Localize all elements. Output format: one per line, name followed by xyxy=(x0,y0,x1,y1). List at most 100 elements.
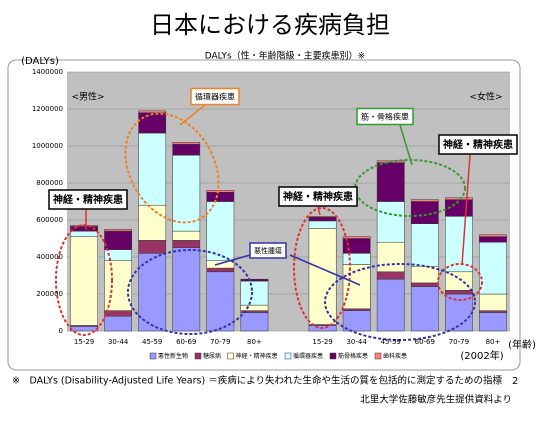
ellipse xyxy=(437,263,483,301)
bar-segment xyxy=(410,282,439,287)
bar-segment xyxy=(479,234,507,237)
bar-segment xyxy=(104,230,132,250)
bar-segment xyxy=(138,110,167,113)
legend-label: 歯科疾患 xyxy=(383,352,407,360)
bar-segment xyxy=(104,310,132,317)
y-tick-label: 1200000 xyxy=(32,105,63,113)
legend-swatch xyxy=(194,352,202,360)
annotation: 筋・骨格疾患 xyxy=(361,112,409,122)
bar-segment xyxy=(376,271,405,280)
bar-segment xyxy=(342,264,371,310)
year-note: (2002年) xyxy=(460,349,503,362)
highlights xyxy=(55,112,483,341)
x-tick-label: 80+ xyxy=(486,338,501,346)
legend-swatch xyxy=(284,352,292,360)
bar-segment xyxy=(376,278,405,332)
x-tick-label: 45-59 xyxy=(381,338,401,346)
bar-segment xyxy=(240,304,269,311)
y-tick-label: 200000 xyxy=(36,290,63,298)
annotation-box xyxy=(249,242,287,259)
arrow xyxy=(179,104,206,126)
bar-segment xyxy=(240,312,269,332)
bar-segment xyxy=(479,312,507,332)
legend-swatch xyxy=(329,352,337,360)
bar-segment xyxy=(410,286,439,332)
annotation: 神経・精神疾患 xyxy=(283,190,353,203)
bar-segment xyxy=(172,142,201,145)
y-tick-label: 600000 xyxy=(36,216,63,224)
group-label: <女性> xyxy=(469,91,502,103)
legend-label: 循環器疾患 xyxy=(293,352,323,360)
ellipse xyxy=(124,112,220,224)
bars xyxy=(67,71,510,332)
bar-segment xyxy=(308,216,337,222)
bar-segment xyxy=(376,201,405,243)
x-tick-label: 15-29 xyxy=(312,338,332,346)
annotation-box xyxy=(48,189,128,210)
bar-segment xyxy=(70,230,98,237)
legend-label: 悪性新生物 xyxy=(158,352,188,360)
y-tick-label: 400000 xyxy=(36,253,63,261)
bar-segment xyxy=(172,247,201,332)
annotation: 神経・精神疾患 xyxy=(53,193,123,206)
bar-segment xyxy=(240,278,269,282)
bar-segment xyxy=(104,260,132,311)
annotation-box xyxy=(190,87,240,106)
bar-segment xyxy=(206,267,235,273)
x-tick-label: 60-69 xyxy=(415,338,435,346)
annotation-box xyxy=(278,186,358,207)
annotation: 悪性腫瘍 xyxy=(254,246,282,255)
legend-label: 神経・精神疾患 xyxy=(236,352,278,360)
legend-label: 筋骨格疾患 xyxy=(338,352,368,360)
bar-segment xyxy=(342,308,371,311)
annotation: 神経・精神疾患 xyxy=(443,138,513,151)
bar-segment xyxy=(206,271,235,332)
bar-segment xyxy=(172,143,201,156)
bar-segment xyxy=(206,192,235,202)
y-tick-label: 800000 xyxy=(36,179,63,187)
bar-segment xyxy=(445,216,473,273)
source: 北里大学佐藤敏彦先生提供資料より xyxy=(360,394,512,406)
y-tick-label: 0 xyxy=(59,327,63,335)
subtitle: DALYs（性・年齢階級・主要疾患別）※ xyxy=(205,50,365,62)
annotation-box xyxy=(356,107,414,126)
legend-swatch xyxy=(149,352,157,360)
footnote: ※ DALYs (Disability-Adjusted Life Years)… xyxy=(12,375,503,387)
bar-segment xyxy=(308,216,337,218)
arrow xyxy=(214,254,251,266)
arrow xyxy=(461,154,471,266)
y-tick-label: 1000000 xyxy=(32,142,63,150)
bar-segment xyxy=(206,260,235,269)
bar-segment xyxy=(70,326,98,332)
bar-segment xyxy=(104,315,132,332)
x-tick-label: 70-79 xyxy=(449,338,469,346)
arrow xyxy=(317,206,321,216)
bar-segment xyxy=(445,197,473,200)
bar-segment xyxy=(138,204,167,241)
bar-segment xyxy=(206,190,235,193)
x-tick-label: 15-29 xyxy=(74,338,94,346)
bar-segment xyxy=(138,132,167,206)
bar-segment xyxy=(410,199,439,202)
arrow xyxy=(399,124,413,166)
annotation-box xyxy=(438,134,518,155)
chart-title: 日本における疾病負担 xyxy=(150,11,390,39)
bar-segment xyxy=(445,290,473,295)
bar-segment xyxy=(172,155,201,232)
bar-segment xyxy=(410,223,439,267)
legend-swatch xyxy=(374,352,382,360)
bar-segment xyxy=(138,240,167,254)
y-tick-label: 1400000 xyxy=(32,68,63,76)
y-axis-label: (DALYs) xyxy=(21,56,59,67)
ellipse xyxy=(55,224,113,336)
bar-segment xyxy=(172,230,201,241)
legend-swatch xyxy=(227,352,234,360)
bar-segment xyxy=(308,220,337,229)
bar-segment xyxy=(376,241,405,273)
ellipse xyxy=(127,249,253,335)
x-tick-label: 30-44 xyxy=(346,338,367,346)
bar-segment xyxy=(479,293,507,311)
ellipse xyxy=(293,207,351,329)
x-axis-label: (年齢) xyxy=(508,338,536,351)
